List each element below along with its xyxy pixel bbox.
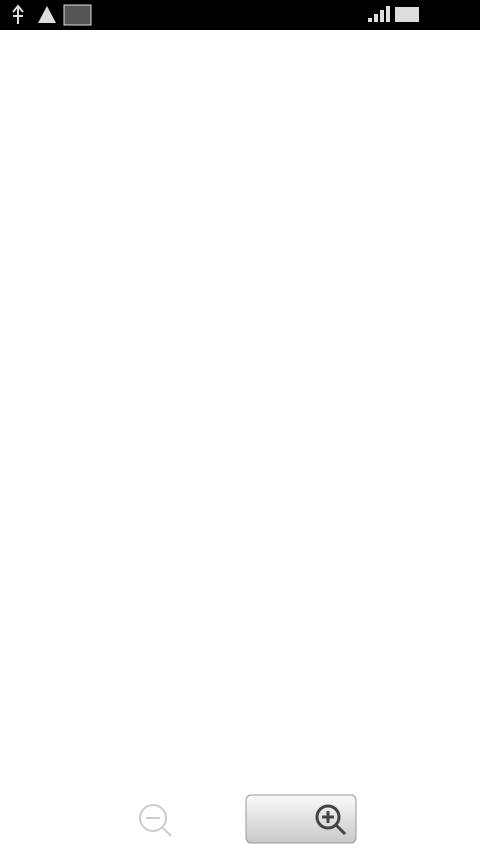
usb-icon xyxy=(12,4,24,24)
zoom-in-icon-cross xyxy=(322,811,347,836)
zoom-out-button[interactable] xyxy=(139,804,167,832)
battery-icon xyxy=(63,4,92,26)
zoom-in-icon xyxy=(315,804,341,830)
warning-icon xyxy=(38,6,56,23)
signal-icon xyxy=(368,6,390,22)
charging-icon xyxy=(395,7,419,22)
zoom-out-icon xyxy=(146,817,172,837)
